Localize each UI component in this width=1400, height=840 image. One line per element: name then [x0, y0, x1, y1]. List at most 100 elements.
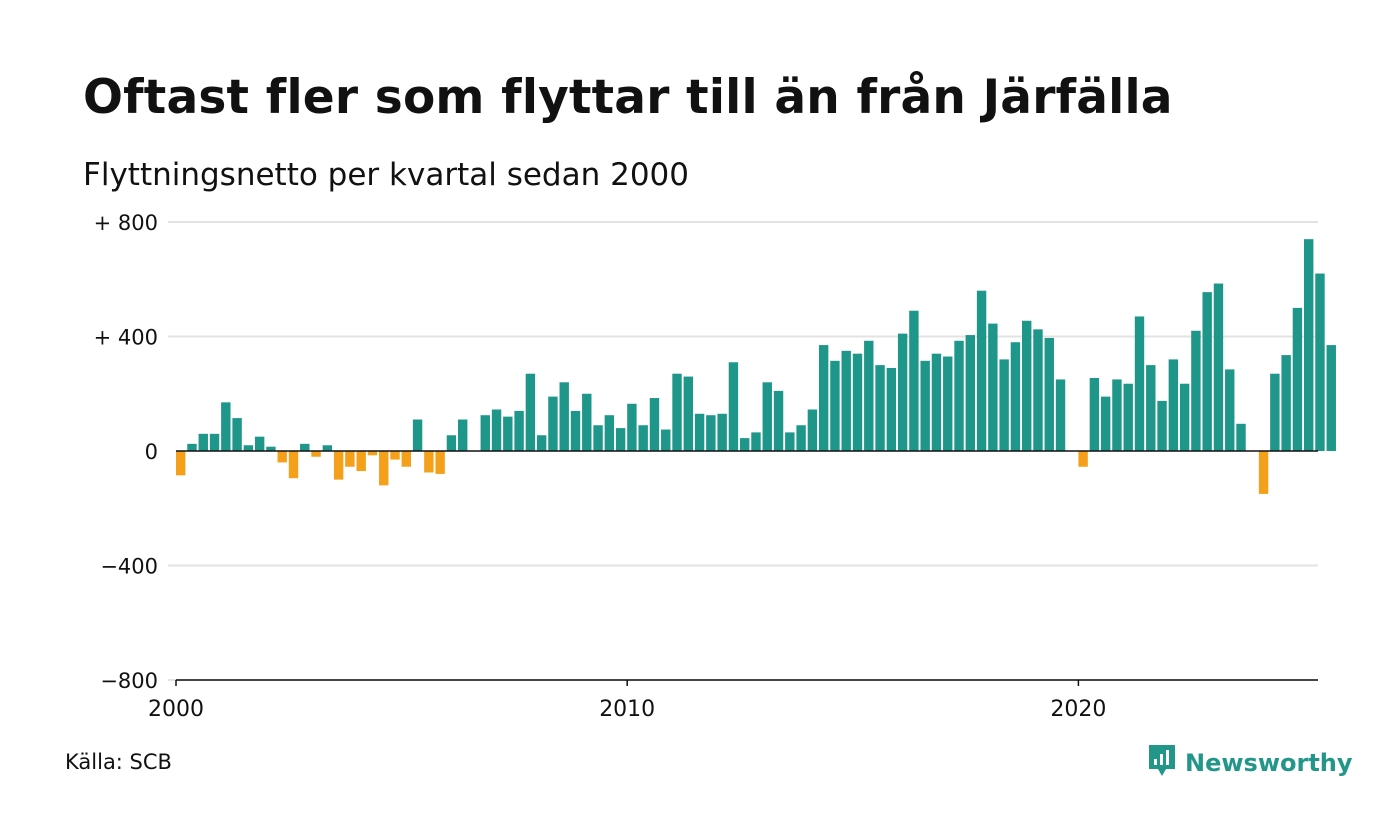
bar [965, 335, 975, 451]
bar [548, 396, 558, 451]
bar [480, 415, 490, 451]
bar [762, 382, 772, 451]
bar [435, 451, 445, 474]
bar [570, 410, 581, 451]
bar [706, 415, 716, 451]
bar [367, 451, 378, 456]
bar [807, 409, 818, 451]
bar [322, 445, 333, 451]
brand-name: Newsworthy [1185, 749, 1353, 777]
bar [1089, 378, 1100, 451]
bar [559, 382, 569, 451]
bar [176, 451, 186, 476]
bar [683, 376, 693, 451]
bar [1202, 292, 1212, 451]
x-tick-label: 2000 [148, 697, 204, 722]
bar [1213, 283, 1224, 451]
bar [638, 425, 648, 451]
bar [198, 433, 208, 451]
bar [187, 443, 197, 451]
bar [615, 428, 626, 451]
y-tick-label: 0 [145, 440, 158, 464]
bar [931, 353, 942, 451]
bar [661, 429, 671, 451]
bar [627, 403, 637, 451]
bar [243, 445, 254, 451]
bar [266, 446, 276, 451]
bar [390, 451, 400, 460]
bar [830, 360, 840, 451]
bar [852, 353, 863, 451]
bar [999, 359, 1009, 451]
bar [740, 438, 750, 451]
bar [886, 367, 897, 451]
bar [1225, 369, 1235, 451]
bar [1292, 307, 1303, 451]
bar [672, 373, 682, 451]
bar [1315, 273, 1325, 451]
bar [728, 362, 739, 451]
bar [976, 290, 987, 451]
axes: + 800 + 400 0 −400 −800 2000 2010 2020 [94, 211, 1318, 722]
bar [1326, 345, 1336, 451]
bar [1055, 379, 1066, 451]
bar [300, 443, 310, 451]
x-tick-label: 2020 [1050, 697, 1106, 722]
bar [593, 425, 603, 451]
bar [401, 451, 411, 467]
bar [1179, 383, 1190, 451]
newsworthy-logo[interactable]: Newsworthy [1147, 744, 1353, 782]
bar [841, 350, 851, 451]
chart-title: Oftast fler som flyttar till än från Jär… [83, 70, 1173, 125]
bar [1044, 337, 1054, 451]
bar [796, 425, 806, 451]
bar [1100, 396, 1111, 451]
bar [221, 402, 231, 451]
bar [232, 418, 242, 451]
bar [333, 451, 344, 480]
y-tick-label: + 800 [94, 211, 158, 235]
bar [1134, 316, 1145, 451]
bar [649, 398, 660, 451]
bar [785, 432, 795, 451]
bar [1022, 320, 1032, 451]
bar [412, 419, 423, 451]
bar [818, 345, 829, 451]
bar [514, 410, 524, 451]
bar [379, 451, 389, 486]
y-tick-label: −400 [100, 555, 158, 579]
bar [209, 433, 220, 451]
bar [491, 409, 502, 451]
bar [277, 451, 287, 463]
bar [920, 360, 930, 451]
bar [909, 310, 919, 451]
bar [1146, 365, 1156, 451]
bar [1281, 355, 1291, 451]
y-tick-label: + 400 [94, 326, 158, 350]
bar [773, 390, 784, 451]
bar [345, 451, 355, 467]
bar [1168, 359, 1179, 451]
bar [604, 415, 615, 451]
chart-speech-bubble-icon [1147, 744, 1177, 782]
bars [176, 239, 1336, 494]
bar [1258, 451, 1269, 494]
bar [694, 413, 705, 451]
bar [311, 451, 321, 457]
bar [954, 340, 964, 451]
bar [1010, 342, 1021, 451]
bar [356, 451, 366, 472]
bar [536, 435, 547, 451]
bar [1123, 383, 1133, 451]
y-tick-label: −800 [100, 669, 158, 693]
bar [751, 432, 761, 451]
bar [503, 416, 513, 451]
source-note: Källa: SCB [65, 750, 172, 774]
bar [1304, 239, 1314, 451]
bar [254, 436, 265, 451]
bar [424, 451, 434, 473]
bar [446, 435, 457, 451]
bar [717, 413, 727, 451]
bar [1157, 400, 1167, 451]
